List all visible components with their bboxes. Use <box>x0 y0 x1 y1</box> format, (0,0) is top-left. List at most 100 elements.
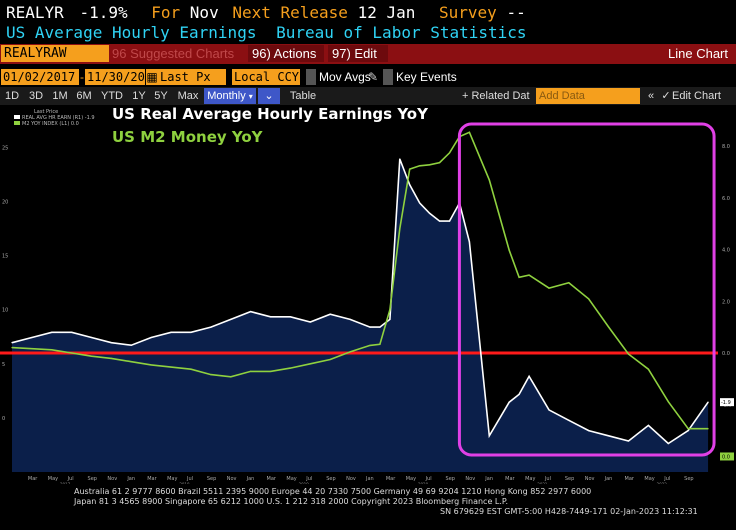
x-tick-label: Nov <box>585 476 595 482</box>
survey-value: -- <box>506 3 526 22</box>
ticker: REALYR <box>6 3 64 22</box>
earnings-point <box>289 316 292 318</box>
actions-label: 96) Actions <box>252 46 317 61</box>
frequency-select[interactable]: Monthly ▾ <box>204 88 256 104</box>
x-tick-label: Jan <box>365 476 374 482</box>
earnings-point <box>667 442 669 445</box>
m2-point <box>379 343 381 345</box>
earnings-point <box>71 331 73 333</box>
mov-avgs-checkbox[interactable] <box>306 69 316 85</box>
m2-point <box>588 298 590 300</box>
last-value-label-earnings: -1.9 <box>721 400 731 406</box>
m2-point <box>707 428 709 430</box>
x-tick-label: Sep <box>207 476 216 482</box>
left-tick-label: 15 <box>2 254 8 260</box>
x-tick-label: Jul <box>67 476 74 482</box>
m2-point <box>130 361 132 363</box>
earnings-point <box>508 401 510 403</box>
m2-point <box>488 179 490 181</box>
calendar-icon[interactable]: ▦ <box>146 69 158 85</box>
left-tick-label: 25 <box>2 145 8 151</box>
last-value-marker-m2 <box>720 452 734 461</box>
earnings-point <box>438 220 441 222</box>
collapse-icon[interactable]: « <box>647 90 655 102</box>
security-field[interactable]: REALYRAW Index <box>1 45 109 78</box>
m2-point <box>389 309 391 311</box>
m2-point <box>250 370 252 372</box>
edit-chart-button[interactable]: Edit Chart <box>672 90 721 102</box>
chart-type-label[interactable]: Line Chart <box>668 46 728 61</box>
security-header: REALYR -1.9% For Nov Next Release 12 Jan… <box>6 3 526 23</box>
source-name: Bureau of Labor Statistics <box>276 23 527 42</box>
start-date-input[interactable]: 01/02/2017 <box>1 69 79 85</box>
period-1m[interactable]: 1M <box>52 90 68 102</box>
command-toolbar: REALYRAW Index 96 Suggested Charts 96) A… <box>0 44 736 78</box>
x-tick-label: Sep <box>326 476 335 482</box>
earnings-point <box>369 326 371 328</box>
m2-point <box>687 428 689 430</box>
footer-contacts-2: Japan 81 3 4565 8900 Singapore 65 6212 1… <box>74 497 509 506</box>
settings-icon[interactable]: ✓ <box>661 90 671 102</box>
currency-select[interactable]: Local CCY <box>232 69 300 85</box>
m2-point <box>438 162 441 164</box>
m2-point <box>627 353 630 355</box>
earnings-point <box>170 331 172 333</box>
line-style-icon[interactable]: ⌄ <box>258 88 280 104</box>
m2-point <box>349 351 351 353</box>
field-select[interactable]: Last Px <box>158 69 226 85</box>
period-6m[interactable]: 6M <box>76 90 92 102</box>
m2-point <box>518 276 520 278</box>
x-tick-label: Mar <box>147 476 157 482</box>
actions-button[interactable]: 96) Actions ▾ <box>248 45 324 77</box>
end-date-input[interactable]: 11/30/2022 <box>85 69 160 85</box>
legend-heading: Last Price <box>34 109 59 115</box>
x-tick-label: Jan <box>246 476 255 482</box>
earnings-point <box>210 326 212 328</box>
suggested-charts-link[interactable]: 96 Suggested Charts <box>112 46 235 61</box>
x-tick-label: Mar <box>267 476 277 482</box>
m2-point <box>309 363 311 365</box>
table-button[interactable]: Table <box>289 90 317 102</box>
left-tick-label: 5 <box>2 362 5 368</box>
related-data-button[interactable]: + Related Dat <box>462 90 530 102</box>
x-tick-label: Jul <box>663 476 670 482</box>
period-max[interactable]: Max <box>177 90 199 102</box>
x-tick-label: Jan <box>604 476 613 482</box>
footer: Australia 61 2 9777 8600 Brazil 5511 239… <box>0 484 736 530</box>
m2-point <box>548 287 550 289</box>
m2-point <box>508 249 510 251</box>
x-tick-label: May <box>525 476 535 482</box>
edit-button[interactable]: 97) Edit ▾ <box>328 45 388 77</box>
chart-area[interactable]: 25201510508.06.04.02.00.0-2.0-4.0MarMayJ… <box>0 105 736 512</box>
m2-point <box>429 164 431 166</box>
last-value-marker-earnings <box>720 398 734 407</box>
earnings-point <box>130 344 132 346</box>
line-chart[interactable]: 25201510508.06.04.02.00.0-2.0-4.0MarMayJ… <box>0 107 736 487</box>
period-ytd[interactable]: YTD <box>101 90 123 102</box>
add-data-input[interactable]: Add Data <box>536 88 640 104</box>
period-1y[interactable]: 1Y <box>132 90 146 102</box>
earnings-point <box>230 318 232 320</box>
chevron-down-icon: ▾ <box>248 92 253 101</box>
pencil-icon[interactable]: ✎ <box>368 70 379 84</box>
period-5y[interactable]: 5Y <box>154 90 168 102</box>
earnings-point <box>399 158 401 160</box>
earnings-point <box>548 409 550 411</box>
period-3d[interactable]: 3D <box>28 90 44 102</box>
x-tick-label: Sep <box>446 476 455 482</box>
edit-label: 97) Edit <box>332 46 377 61</box>
earnings-point <box>90 336 93 339</box>
m2-point <box>647 368 649 370</box>
x-tick-label: Jul <box>305 476 312 482</box>
m2-point <box>608 326 610 328</box>
next-release-date: 12 Jan <box>357 3 416 22</box>
frequency-label: Monthly <box>207 90 246 102</box>
earnings-point <box>190 331 192 333</box>
series-description: US Average Hourly Earnings Bureau of Lab… <box>6 23 527 43</box>
period-1d[interactable]: 1D <box>4 90 20 102</box>
x-tick-label: Jul <box>186 476 193 482</box>
next-release-label: Next Release <box>232 3 348 22</box>
key-events-checkbox[interactable] <box>383 69 393 85</box>
earnings-area <box>12 159 709 472</box>
range-bar: 01/02/2017 - 11/30/2022 ▦ Last Px Local … <box>0 67 736 87</box>
